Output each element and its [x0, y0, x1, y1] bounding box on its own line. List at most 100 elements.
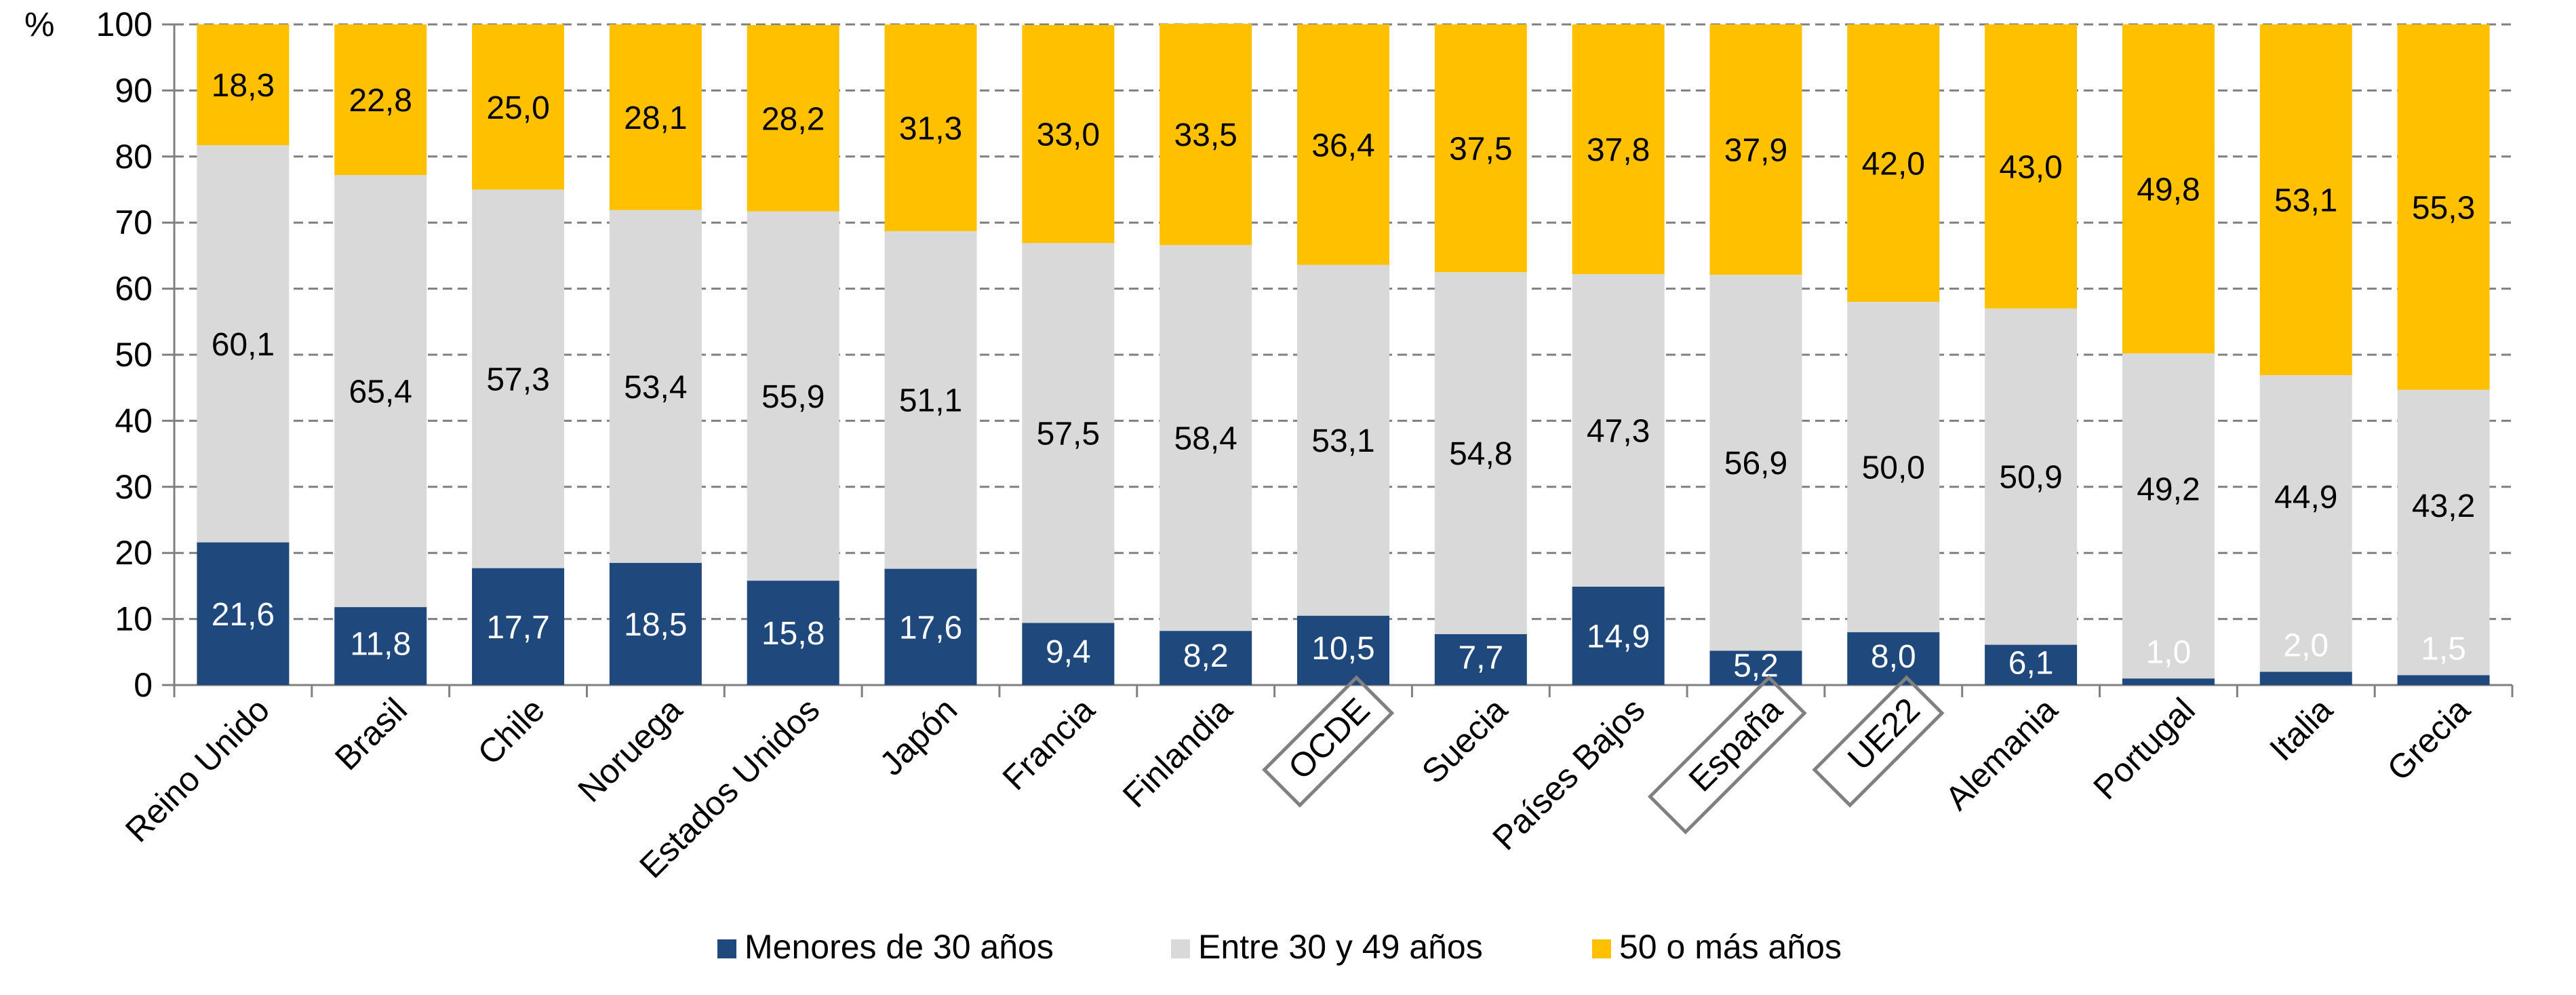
category-noruega: Noruega [570, 690, 689, 809]
bar-50-o-mas-anos-estados-unidos [747, 24, 839, 212]
data-label-menores-de-30-anos-suecia: 7,7 [1458, 640, 1503, 676]
category-francia: Francia [995, 690, 1103, 798]
y-tick-label: 30 [115, 468, 153, 506]
data-label-menores-de-30-anos-paises-bajos: 14,9 [1587, 619, 1650, 655]
bar-menores-de-30-anos-finlandia [1160, 631, 1252, 685]
bar-entre-30-y-49-anos-brasil [334, 175, 427, 608]
data-label-50-o-mas-anos-noruega: 28,1 [624, 100, 687, 136]
bar-menores-de-30-anos-estados-unidos [747, 581, 839, 685]
data-label-menores-de-30-anos-portugal: 1,0 [2146, 634, 2192, 670]
category-label: Alemania [1938, 690, 2065, 817]
category-ue22: UE22 [1812, 675, 1945, 808]
data-label-50-o-mas-anos-suecia: 37,5 [1449, 132, 1512, 168]
data-label-50-o-mas-anos-brasil: 22,8 [349, 83, 412, 119]
category-finlandia: Finlandia [1115, 690, 1240, 815]
bar-50-o-mas-anos-espana [1709, 24, 1802, 275]
category-grecia: Grecia [2380, 690, 2478, 788]
data-labels: 21,6 60,1 18,3 11,8 65,4 22,8 17,7 57,3 25,0 18,5… [212, 68, 2476, 684]
y-unit-label: % [24, 5, 54, 43]
category-label: Suecia [1414, 690, 1515, 791]
data-label-menores-de-30-anos-brasil: 11,8 [350, 627, 411, 663]
bar-menores-de-30-anos-portugal [2122, 678, 2215, 685]
data-label-entre-30-y-49-anos-estados-unidos: 55,9 [761, 379, 825, 415]
bar-menores-de-30-anos-italia [2259, 671, 2352, 685]
bar-50-o-mas-anos-alemania [1985, 24, 2078, 309]
data-label-entre-30-y-49-anos-alemania: 50,9 [1999, 460, 2062, 496]
bars [197, 24, 2490, 685]
bar-entre-30-y-49-anos-japon [884, 231, 977, 569]
data-label-50-o-mas-anos-chile: 25,0 [486, 90, 549, 126]
bar-entre-30-y-49-anos-reino-unido [197, 145, 290, 543]
y-tick-label: 20 [115, 534, 153, 572]
category-label: Brasil [328, 690, 414, 777]
data-label-50-o-mas-anos-japon: 31,3 [899, 111, 962, 147]
data-label-entre-30-y-49-anos-italia: 44,9 [2274, 480, 2337, 515]
bar-entre-30-y-49-anos-espana [1709, 275, 1802, 651]
data-label-menores-de-30-anos-chile: 17,7 [486, 610, 549, 646]
legend-label-menores-de-30-anos: Menores de 30 años [745, 928, 1054, 966]
bar-50-o-mas-anos-brasil [334, 24, 427, 176]
data-label-entre-30-y-49-anos-chile: 57,3 [486, 362, 549, 398]
data-label-menores-de-30-anos-finlandia: 8,2 [1183, 638, 1229, 674]
data-label-50-o-mas-anos-francia: 33,0 [1037, 117, 1100, 153]
data-label-entre-30-y-49-anos-grecia: 43,2 [2412, 488, 2475, 524]
category-suecia: Suecia [1414, 690, 1515, 791]
legend-swatch-menores-de-30-anos [717, 939, 736, 958]
bar-50-o-mas-anos-ocde [1297, 24, 1389, 265]
category-label: Portugal [2086, 690, 2202, 806]
data-label-menores-de-30-anos-ue22: 8,0 [1871, 639, 1916, 675]
legend-label-entre-30-y-49-anos: Entre 30 y 49 años [1198, 928, 1483, 966]
y-tick-label: 100 [96, 5, 153, 43]
y-tick-label: 50 [115, 336, 153, 374]
bar-entre-30-y-49-anos-estados-unidos [747, 211, 839, 581]
data-label-menores-de-30-anos-noruega: 18,5 [624, 607, 687, 643]
data-label-menores-de-30-anos-japon: 17,6 [899, 610, 962, 646]
data-label-menores-de-30-anos-estados-unidos: 15,8 [761, 616, 825, 652]
data-label-entre-30-y-49-anos-francia: 57,5 [1037, 416, 1100, 452]
bar-50-o-mas-anos-portugal [2122, 24, 2215, 354]
bar-entre-30-y-49-anos-ocde [1297, 265, 1389, 616]
category-espana: España [1647, 675, 1807, 835]
bar-entre-30-y-49-anos-grecia [2397, 389, 2490, 676]
bar-menores-de-30-anos-alemania [1985, 644, 2078, 685]
data-label-entre-30-y-49-anos-paises-bajos: 47,3 [1587, 414, 1650, 450]
bar-entre-30-y-49-anos-ue22 [1847, 302, 1940, 633]
data-label-50-o-mas-anos-paises-bajos: 37,8 [1587, 132, 1650, 168]
category-label: Noruega [570, 690, 689, 809]
data-label-menores-de-30-anos-francia: 9,4 [1046, 634, 1091, 670]
y-tick-label: 10 [115, 600, 153, 638]
data-label-50-o-mas-anos-estados-unidos: 28,2 [761, 101, 825, 137]
legend-label-50-o-mas-anos: 50 o más años [1619, 928, 1842, 966]
category-label: Chile [471, 690, 552, 772]
bar-entre-30-y-49-anos-francia [1022, 243, 1115, 623]
data-label-entre-30-y-49-anos-japon: 51,1 [899, 383, 962, 419]
data-label-menores-de-30-anos-alemania: 6,1 [2008, 645, 2054, 681]
category-italia: Italia [2262, 690, 2339, 768]
legend-swatch-50-o-mas-anos [1592, 939, 1611, 958]
data-label-menores-de-30-anos-ocde: 10,5 [1311, 631, 1374, 667]
data-label-50-o-mas-anos-finlandia: 33,5 [1174, 117, 1237, 153]
bar-entre-30-y-49-anos-chile [472, 189, 565, 568]
bar-entre-30-y-49-anos-alemania [1985, 308, 2078, 645]
bar-menores-de-30-anos-paises-bajos [1572, 586, 1665, 685]
data-label-entre-30-y-49-anos-espana: 56,9 [1724, 446, 1787, 482]
data-label-entre-30-y-49-anos-portugal: 49,2 [2137, 472, 2200, 508]
y-tick-label: 40 [115, 402, 153, 440]
category-label: Grecia [2380, 690, 2478, 788]
data-label-menores-de-30-anos-grecia: 1,5 [2421, 631, 2466, 667]
highlight-box [1647, 675, 1807, 835]
data-label-menores-de-30-anos-reino-unido: 21,6 [212, 597, 275, 633]
category-label: Japón [872, 690, 964, 783]
data-label-entre-30-y-49-anos-noruega: 53,4 [624, 370, 687, 406]
data-label-entre-30-y-49-anos-suecia: 54,8 [1449, 436, 1512, 472]
bar-menores-de-30-anos-noruega [609, 562, 702, 685]
category-label: Reino Unido [118, 690, 277, 849]
highlight-box [1812, 675, 1945, 808]
bar-50-o-mas-anos-noruega [609, 24, 702, 210]
highlight-box [1262, 675, 1395, 808]
category-brasil: Brasil [328, 690, 414, 777]
category-label: Finlandia [1115, 690, 1240, 815]
bar-menores-de-30-anos-ocde [1297, 615, 1389, 685]
y-tick-label: 0 [134, 666, 153, 704]
bar-50-o-mas-anos-ue22 [1847, 24, 1940, 303]
